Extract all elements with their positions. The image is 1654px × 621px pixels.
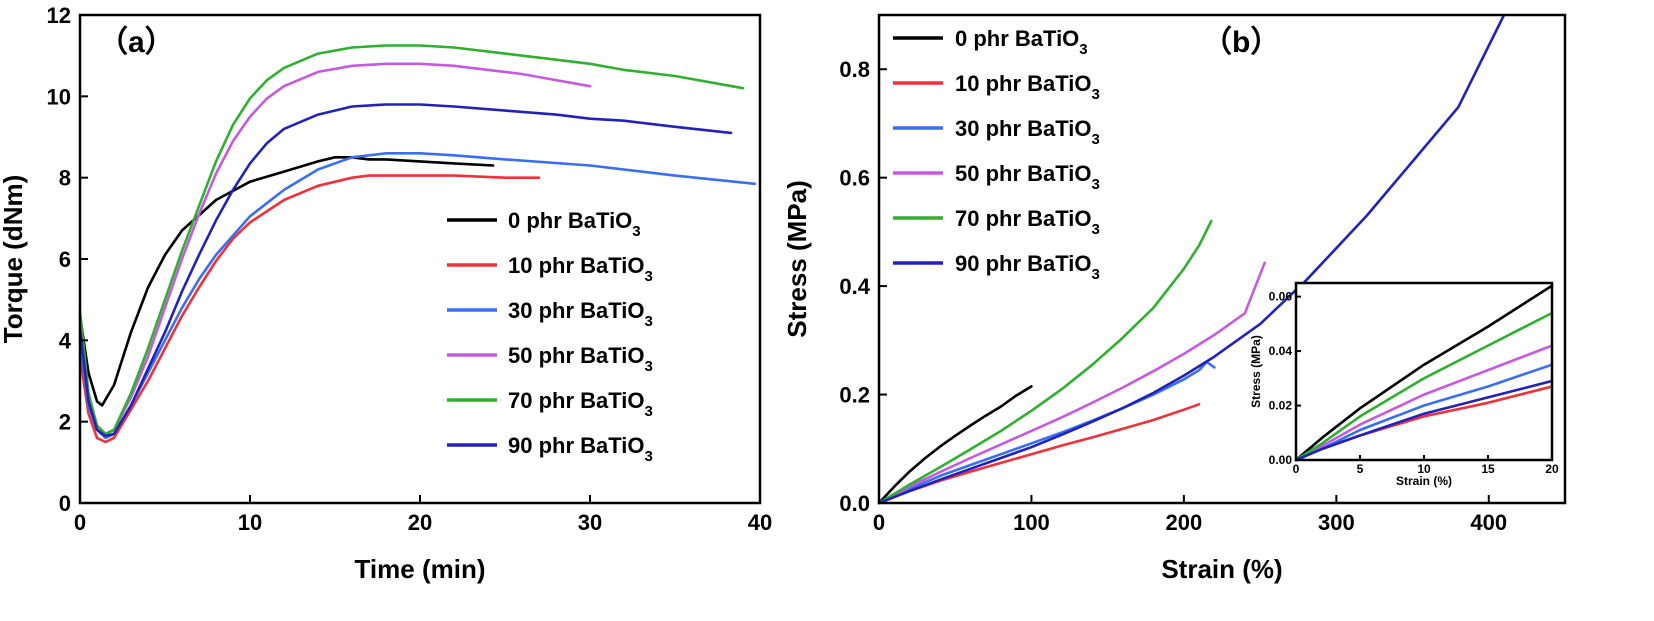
legend-label-2: 30 phr BaTiO3: [508, 298, 653, 330]
y-tick-label: 0.04: [1269, 344, 1293, 358]
legend-label-1: 10 phr BaTiO3: [955, 71, 1100, 103]
y-tick-label: 0.4: [839, 274, 870, 299]
series-line-4: [877, 219, 1213, 505]
legend-label-5: 90 phr BaTiO3: [955, 251, 1100, 283]
legend-label-main: 70 phr BaTiO: [955, 206, 1092, 231]
x-tick-label: 20: [408, 510, 432, 535]
legend-label-0: 0 phr BaTiO3: [955, 26, 1088, 58]
panel-label: （b）: [1202, 25, 1280, 59]
legend-label-subscript: 3: [1092, 131, 1100, 148]
legend-label-main: 0 phr BaTiO: [508, 208, 632, 233]
y-tick-label: 0.00: [1269, 453, 1293, 467]
x-axis-label: Strain (%): [1396, 474, 1452, 488]
series-line-3: [877, 261, 1266, 505]
series-line-4: [78, 44, 745, 436]
y-tick-label: 12: [47, 3, 71, 28]
series-line-3: [78, 62, 592, 436]
legend-label-main: 30 phr BaTiO: [955, 116, 1092, 141]
legend-label-subscript: 3: [645, 358, 653, 375]
y-tick-label: 0.8: [839, 57, 870, 82]
series-line-2: [877, 360, 1216, 505]
legend-label-5: 90 phr BaTiO3: [508, 433, 653, 465]
legend-label-3: 50 phr BaTiO3: [508, 343, 653, 375]
panel-label: （a）: [98, 25, 175, 59]
series-line-5: [1294, 379, 1554, 462]
legend-label-4: 70 phr BaTiO3: [955, 206, 1100, 238]
legend-label-subscript: 3: [1079, 41, 1087, 58]
legend-label-subscript: 3: [1092, 266, 1100, 283]
x-tick-label: 30: [578, 510, 602, 535]
y-axis-label: Stress (MPa): [782, 180, 812, 338]
legend-label-1: 10 phr BaTiO3: [508, 253, 653, 285]
legend-label-subscript: 3: [1092, 86, 1100, 103]
y-axis-label: Torque (dNm): [0, 175, 28, 344]
series-line-5: [78, 103, 733, 438]
y-tick-label: 4: [59, 328, 72, 353]
legend-label-main: 50 phr BaTiO: [508, 343, 645, 368]
y-tick-label: 0.02: [1269, 399, 1293, 413]
x-tick-label: 0: [74, 510, 86, 535]
legend-label-main: 10 phr BaTiO: [508, 253, 645, 278]
series-line-1: [877, 402, 1201, 505]
legend-label-main: 0 phr BaTiO: [955, 26, 1079, 51]
legend-label-main: 30 phr BaTiO: [508, 298, 645, 323]
y-tick-label: 0: [59, 491, 71, 516]
legend-label-main: 70 phr BaTiO: [508, 388, 645, 413]
y-tick-label: 8: [59, 166, 71, 191]
x-tick-label: 300: [1318, 510, 1355, 535]
y-tick-label: 0.06: [1269, 290, 1293, 304]
y-tick-label: 0.6: [839, 166, 870, 191]
series-line-0: [877, 385, 1033, 505]
x-tick-label: 100: [1013, 510, 1050, 535]
x-axis-label: Strain (%): [1161, 554, 1282, 584]
x-tick-label: 400: [1470, 510, 1507, 535]
panel-b-inset: 0 5 10 15 20 0.00 0.02 0.04 0.06 Strain (%) Stress…: [1249, 281, 1559, 488]
legend-label-main: 10 phr BaTiO: [955, 71, 1092, 96]
x-tick-label: 15: [1481, 462, 1495, 476]
series-line-3: [1294, 344, 1554, 462]
legend-label-4: 70 phr BaTiO3: [508, 388, 653, 420]
legend-label-subscript: 3: [632, 223, 640, 240]
legend-label-subscript: 3: [1092, 221, 1100, 238]
legend-label-subscript: 3: [645, 448, 653, 465]
y-tick-label: 2: [59, 410, 71, 435]
x-tick-label: 40: [748, 510, 772, 535]
legend-label-subscript: 3: [1092, 176, 1100, 193]
x-tick-label: 10: [1417, 462, 1431, 476]
x-axis-label: Time (min): [355, 554, 486, 584]
panel-a: 0 10 20 30 40 0 2 4 6 8 10 12 Time (min) Torque (dNm)…: [0, 3, 772, 584]
legend-label-subscript: 3: [645, 403, 653, 420]
x-tick-label: 20: [1545, 462, 1559, 476]
series-line-0: [1294, 284, 1554, 462]
series-line-4: [1294, 311, 1554, 462]
plot-frame: [877, 13, 1567, 505]
y-tick-label: 6: [59, 247, 71, 272]
legend-label-0: 0 phr BaTiO3: [508, 208, 641, 240]
legend-label-main: 90 phr BaTiO: [508, 433, 645, 458]
x-tick-label: 0: [873, 510, 885, 535]
legend-label-subscript: 3: [645, 268, 653, 285]
y-tick-label: 0.0: [839, 491, 870, 516]
y-axis-label: Stress (MPa): [1249, 335, 1263, 408]
legend-label-main: 50 phr BaTiO: [955, 161, 1092, 186]
legend-label-2: 30 phr BaTiO3: [955, 116, 1100, 148]
series-line-1: [78, 174, 541, 444]
x-tick-label: 0: [1293, 462, 1300, 476]
legend-label-3: 50 phr BaTiO3: [955, 161, 1100, 193]
x-tick-label: 200: [1166, 510, 1203, 535]
x-tick-label: 5: [1357, 462, 1364, 476]
y-tick-label: 10: [47, 84, 71, 109]
series-line-5: [877, 13, 1506, 505]
x-tick-label: 10: [238, 510, 262, 535]
legend-label-main: 90 phr BaTiO: [955, 251, 1092, 276]
legend-label-subscript: 3: [645, 313, 653, 330]
y-tick-label: 0.2: [839, 383, 870, 408]
